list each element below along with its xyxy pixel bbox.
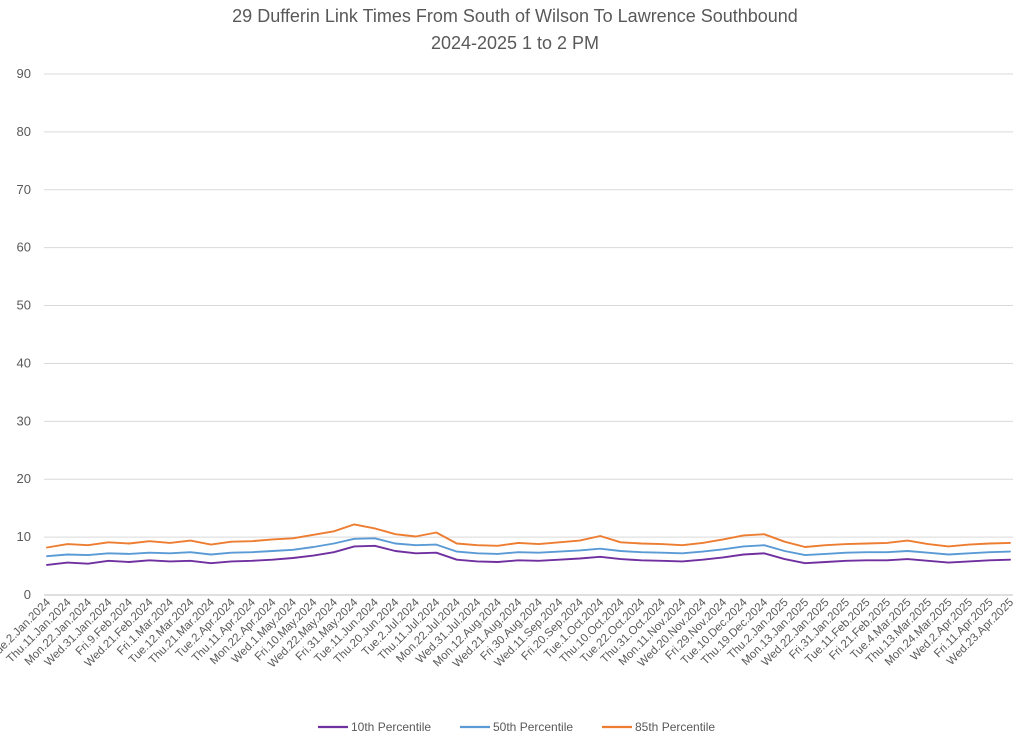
x-axis: Tue.2.Jan.2024Thu.11.Jan.2024Mon.22.Jan.…	[0, 596, 1016, 670]
legend: 10th Percentile 50th Percentile 85th Perce…	[318, 720, 715, 734]
y-tick-label: 90	[17, 66, 31, 81]
legend-label: 50th Percentile	[493, 720, 573, 734]
y-tick-label: 40	[17, 355, 31, 370]
y-tick-label: 10	[17, 529, 31, 544]
y-tick-label: 0	[24, 587, 31, 602]
y-tick-label: 70	[17, 182, 31, 197]
y-tick-label: 50	[17, 298, 31, 313]
chart-title: 29 Dufferin Link Times From South of Wil…	[232, 6, 798, 26]
legend-label: 10th Percentile	[351, 720, 431, 734]
series-line	[46, 523, 1011, 549]
legend-label: 85th Percentile	[635, 720, 715, 734]
y-tick-label: 80	[17, 124, 31, 139]
y-axis: 0 10 20 30 40 50 60 70 80 90	[17, 66, 31, 602]
series-layer	[46, 523, 1011, 566]
series-line	[46, 544, 1011, 566]
gridlines	[44, 73, 1013, 596]
chart-subtitle: 2024-2025 1 to 2 PM	[431, 33, 599, 53]
y-tick-label: 60	[17, 240, 31, 255]
y-tick-label: 30	[17, 413, 31, 428]
y-tick-label: 20	[17, 471, 31, 486]
series-line	[46, 537, 1011, 558]
